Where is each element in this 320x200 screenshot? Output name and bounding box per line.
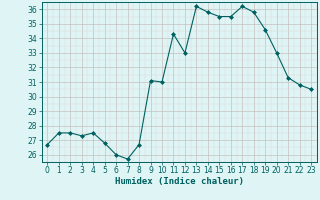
X-axis label: Humidex (Indice chaleur): Humidex (Indice chaleur) [115,177,244,186]
